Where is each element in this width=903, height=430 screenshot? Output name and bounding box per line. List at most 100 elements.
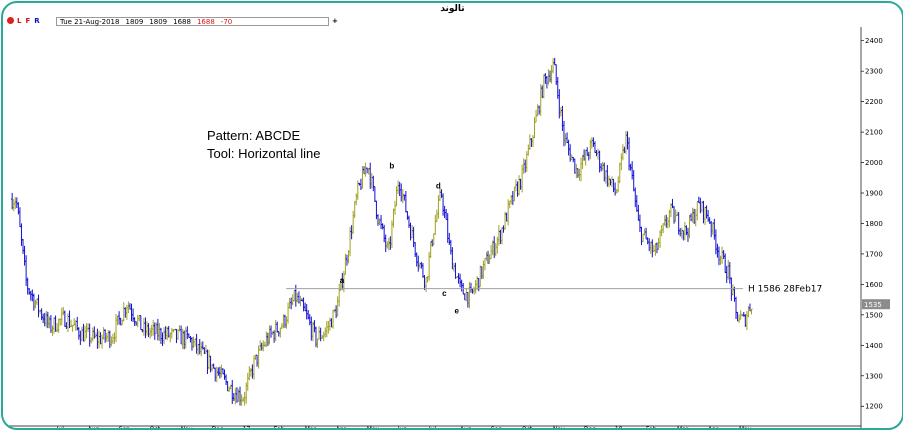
ohlc-bar [711, 222, 714, 235]
ohlc-bar [466, 291, 470, 308]
ohlc-bar [369, 162, 372, 189]
ohlc-bar [612, 178, 615, 193]
ohlc-bar [43, 312, 46, 327]
ohlc-bar [378, 218, 381, 226]
axis-ticks: 1200 1300 1400 1500 1600 1700 1800 1900 2000 2100… [56, 37, 883, 428]
ohlc-bar [178, 325, 181, 332]
ohlc-bar [437, 195, 440, 219]
ohlc-bar [472, 286, 476, 295]
ohlc-bar [103, 329, 107, 343]
ohlc-bar [218, 366, 222, 379]
flag-r[interactable]: R [34, 17, 40, 25]
wave-labels: a b c d e [340, 162, 460, 316]
ohlc-bar [71, 324, 74, 332]
ohlc-bar [15, 197, 19, 209]
last-price-label: 1535 [864, 301, 882, 309]
ohlc-bar [269, 325, 273, 338]
ohlc-bar [598, 150, 601, 173]
ohlc-bar [508, 200, 511, 209]
ohlc-bar [432, 233, 435, 246]
ohlc-bar [55, 323, 59, 333]
ohlc-bar [561, 105, 564, 132]
ohlc-bar [293, 290, 296, 302]
ohlc-bar [175, 328, 178, 344]
ohlc-bar [324, 327, 327, 338]
ohlc-bar [124, 307, 127, 318]
ohlc-bar [477, 277, 480, 292]
ohlc-bar [375, 200, 378, 220]
flag-f[interactable]: F [25, 17, 31, 25]
ohlc-bar [491, 240, 494, 256]
ohlc-bar [131, 308, 135, 323]
ohlc-bar [573, 158, 577, 174]
ohlc-bar [524, 159, 527, 173]
ohlc-bar [223, 369, 226, 380]
ohlc-bar [648, 238, 651, 252]
ohlc-bar [90, 337, 93, 344]
ohlc-bar [651, 239, 654, 258]
ohlc-bar [599, 163, 603, 172]
ohlc-bar [12, 199, 15, 212]
wave-label-e: e [455, 306, 460, 315]
ohlc-bar [401, 189, 404, 204]
ohlc-bar [266, 332, 270, 347]
ohlc-bar [607, 175, 611, 188]
ohlc-bar [423, 275, 426, 290]
ohlc-bar [116, 315, 119, 326]
ohlc-bar [60, 307, 63, 326]
ohlc-bar [296, 292, 299, 303]
ohlc-bar [102, 327, 105, 340]
ohlc-bar [251, 364, 254, 379]
ohlc-bar [105, 333, 108, 342]
ohlc-bar [685, 225, 688, 236]
ohlc-bar [46, 311, 50, 329]
ohlc-bar [474, 280, 477, 294]
ohlc-bar [469, 282, 473, 293]
ohlc-bar [338, 283, 341, 307]
ohlc-readout: Tue 21-Aug-2018 1809 1809 1688 1688 -70 [56, 17, 329, 26]
ohlc-bar [387, 237, 391, 251]
x-tick-label: Dec [212, 426, 224, 428]
ohlc-bar [601, 161, 604, 171]
ohlc-bar [458, 273, 462, 288]
y-tick-label: 1500 [865, 311, 883, 319]
ohlc-bar [291, 294, 294, 306]
ohlc-bar [26, 277, 29, 295]
add-tab-button[interactable]: + [332, 17, 338, 25]
ohlc-bar [528, 134, 532, 150]
ohlc-bar [494, 243, 497, 257]
ohlc-bar [640, 226, 643, 246]
ohlc-bar [617, 176, 620, 193]
ohlc-bar [621, 144, 625, 161]
last-price-box [862, 299, 890, 310]
ohlc-bar [217, 367, 220, 376]
record-dot-icon[interactable] [7, 17, 14, 24]
ohlc-bar [206, 349, 209, 374]
ohlc-bar [564, 133, 567, 146]
ohlc-bar [117, 311, 121, 325]
ohlc-bar [649, 241, 652, 254]
ohlc-bar [325, 321, 329, 338]
ohlc-bar [54, 315, 57, 332]
ohlc-bar [189, 335, 192, 343]
ohlc-bar [723, 253, 727, 273]
ohlc-bar [271, 331, 274, 335]
ohlc-bar [386, 241, 389, 249]
ohlc-bar [665, 214, 668, 228]
flag-l[interactable]: L [17, 17, 22, 25]
x-tick-label: Jul [56, 426, 65, 428]
ohlc-bar [449, 239, 453, 255]
ohlc-bar [384, 234, 387, 253]
ohlc-bar [186, 326, 189, 340]
price-chart[interactable]: 1200 1300 1400 1500 1600 1700 1800 1900 2000 2100… [3, 3, 902, 428]
ohlc-bar [234, 387, 237, 405]
ohlc-bar [683, 221, 687, 241]
ohlc-bar [372, 175, 375, 192]
ohlc-bar [531, 135, 535, 148]
ohlc-bar [533, 117, 536, 139]
ohlc-bar [96, 328, 99, 349]
ohlc-bar [114, 314, 118, 343]
ohlc-bar [530, 138, 533, 147]
ohlc-bar [85, 323, 88, 339]
ohlc-bar [195, 333, 198, 354]
